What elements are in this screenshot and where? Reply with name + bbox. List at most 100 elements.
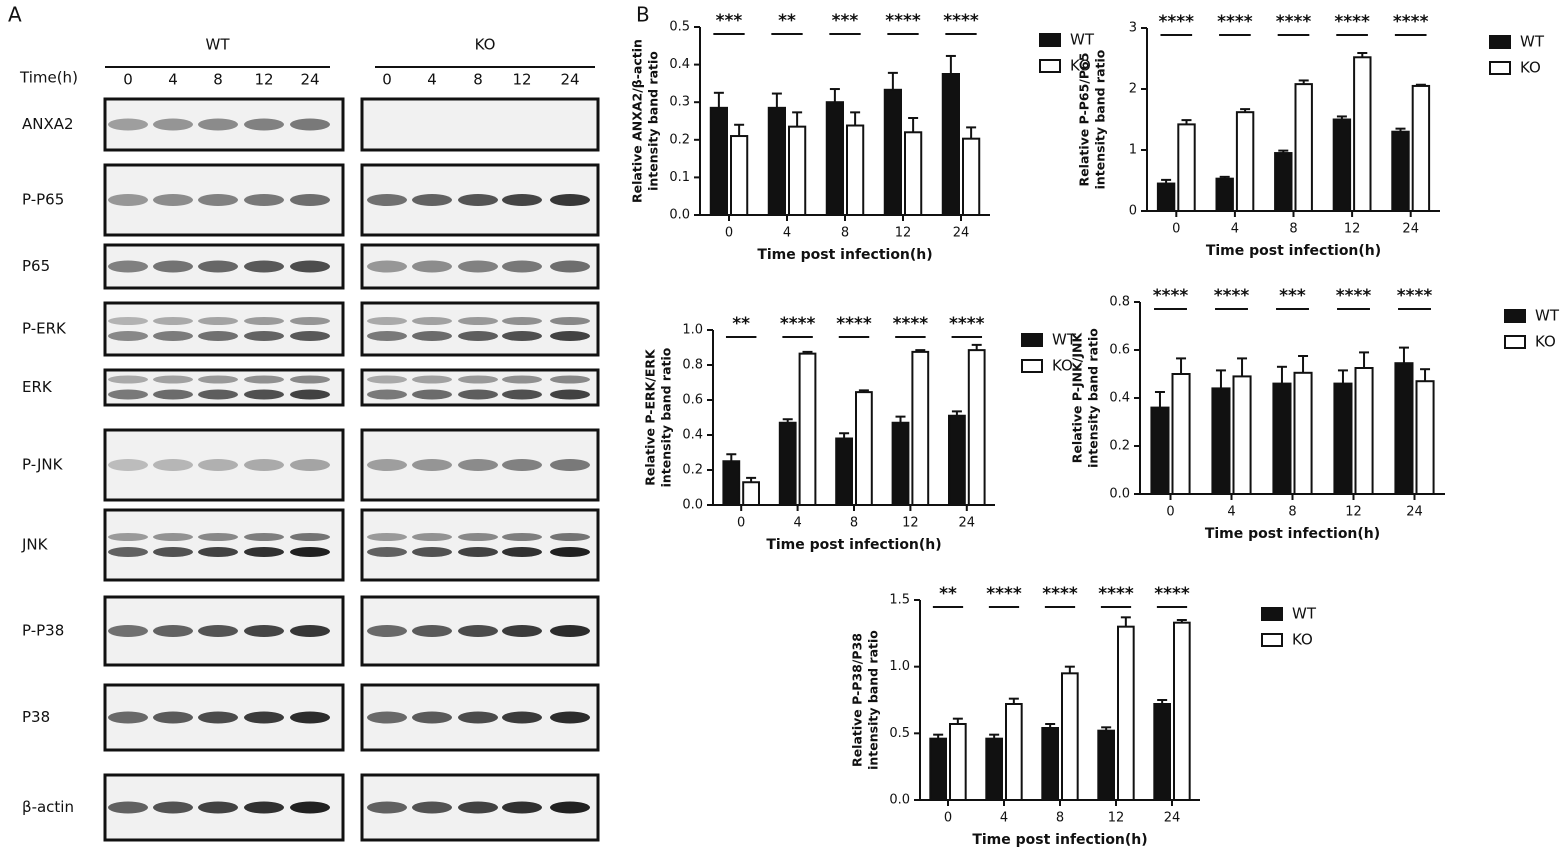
y-tick-label: 0.1 [669,170,690,185]
blot-band [550,547,590,557]
protein-label: P38 [22,708,50,726]
x-tick-label: 0 [1172,222,1180,237]
legend-swatch [1489,35,1511,49]
x-tick-label: 24 [953,226,970,241]
blot-band [153,331,193,341]
blot-band [108,459,148,471]
blot-band [198,375,238,384]
blot-band [502,711,542,724]
y-tick-label: 3 [1129,21,1137,36]
blot-frame [103,508,345,582]
blot-band [290,459,330,471]
significance: **** [1159,12,1195,32]
legend-swatch [1039,59,1061,73]
bar [1041,727,1059,801]
y-tick-label: 1 [1129,143,1137,158]
legend-label: WT [1535,307,1560,325]
y-axis-title: Relative P-ERK/ERK [643,348,658,486]
x-tick-label: 12 [1344,222,1361,237]
y-tick-label: 0.8 [682,358,703,373]
y-axis-title: Relative ANXA2/β-actin [630,39,645,203]
significance: ** [939,584,957,604]
blot-band [290,375,330,384]
blot-band [290,547,330,557]
blot-band [502,260,542,273]
protein-label: P-P65 [22,191,64,209]
protein-label: P65 [22,257,50,275]
blot-band [153,260,193,273]
legend-label: WT [1070,31,1095,49]
legend-swatch [1021,359,1043,373]
blot-band [550,260,590,273]
group-label: KO [475,36,496,54]
blot-band [502,459,542,471]
bar [985,737,1004,802]
bar [948,414,966,506]
y-tick-label: 0.3 [669,95,690,110]
bar [911,350,930,506]
blot-band [502,194,542,206]
bar [1177,123,1196,212]
blot-band [458,331,498,341]
blot-band [412,317,452,325]
y-tick-label: 0 [1129,204,1137,219]
blot-band [550,375,590,384]
lane-label: 0 [123,71,133,89]
x-tick-label: 4 [1227,505,1235,520]
blot-frame [103,368,345,407]
blot-band [458,533,498,541]
legend-swatch [1504,309,1526,323]
y-tick-label: 0.0 [669,208,690,223]
blot-band [458,260,498,273]
blot-band [550,459,590,471]
x-tick-label: 0 [944,811,952,826]
blot-band [458,389,498,400]
blot-band [550,331,590,341]
y-tick-label: 0.0 [889,793,910,808]
blot-band [412,711,452,724]
x-tick-label: 24 [1402,222,1419,237]
blot-band [244,118,284,131]
blot-band [458,459,498,471]
bar [941,73,961,216]
blot-band [198,260,238,273]
bar [1005,703,1023,801]
bar [1171,373,1191,495]
y-axis-title: intensity band ratio [866,630,881,770]
x-tick-label: 24 [1406,505,1423,520]
blot-band [108,547,148,557]
blot-frame [103,301,345,357]
x-tick-label: 8 [1056,811,1064,826]
blot-band [290,389,330,400]
blot-band [108,375,148,384]
bar [1272,382,1292,496]
blot-band [290,317,330,325]
legend-label: KO [1052,357,1073,375]
blot-band [108,317,148,325]
y-tick-label: 1.5 [889,593,910,608]
bar [1117,625,1135,802]
legend-label: WT [1052,331,1077,349]
y-axis-title: Relative P-P38/P38 [850,633,865,767]
blot-band [244,533,284,541]
time-label: Time(h) [19,69,78,87]
lane-label: 24 [300,71,319,89]
significance: **** [1154,584,1190,604]
blot-band [244,375,284,384]
blot-band [108,533,148,541]
lane-label: 8 [473,71,483,89]
x-tick-label: 8 [841,226,849,241]
significance: *** [716,11,743,31]
blot-band [153,625,193,637]
y-tick-label: 0.0 [1109,487,1130,502]
significance: **** [986,584,1022,604]
blot-band [367,194,407,206]
blot-band [244,194,284,206]
bar [883,88,903,216]
significance: **** [893,314,929,334]
blot-band [412,625,452,637]
bar [1274,152,1293,213]
bar [1235,111,1255,212]
blot-band [412,194,452,206]
blot-band [458,547,498,557]
